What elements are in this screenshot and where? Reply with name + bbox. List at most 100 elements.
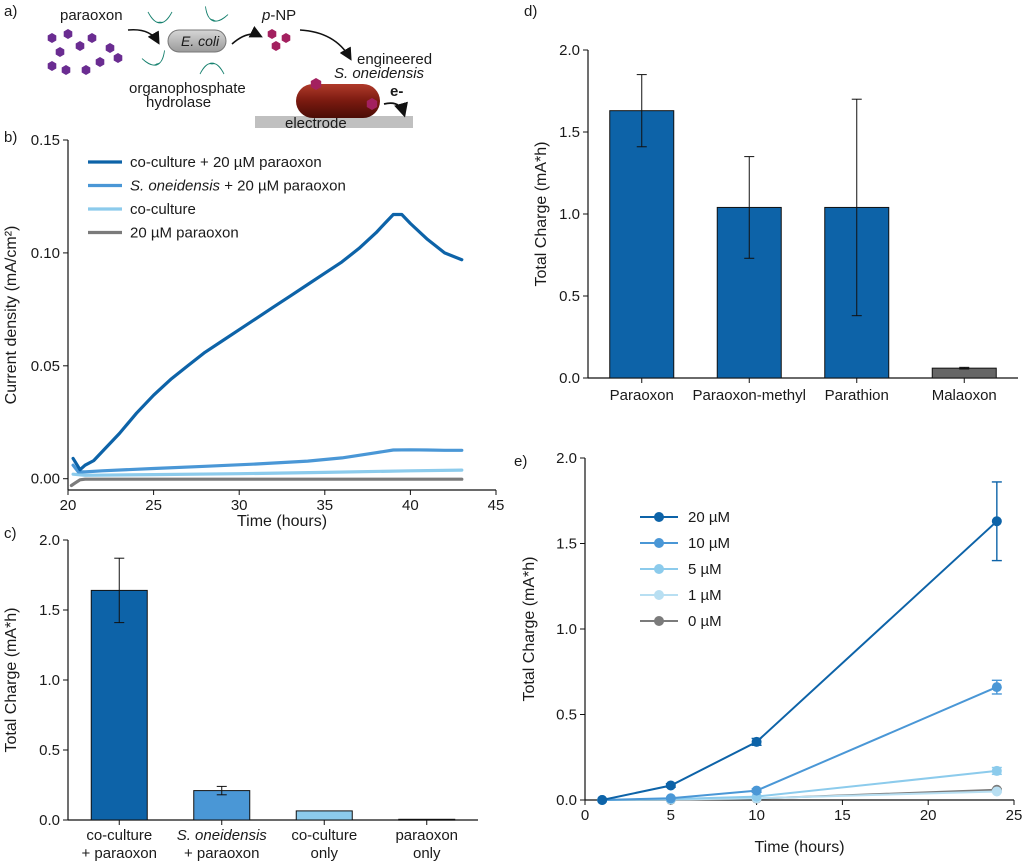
x-tick-label: 25: [145, 497, 162, 514]
chart-total-charge-concentrations: 0.0 0.5 1.0 1.5 2.0 0 5 10 15 20 25 Time (hours) Tot…: [521, 450, 1022, 856]
y-tick-label: 1.0: [559, 206, 580, 223]
arrow-paraoxon-to-ecoli: [127, 28, 160, 45]
category-label-line2: only: [413, 845, 441, 862]
paraoxon-molecule: [47, 61, 57, 71]
category-label-line2: + paraoxon: [184, 845, 259, 862]
y-tick-label: 0.0: [39, 812, 60, 829]
engineered-label: engineered: [357, 51, 432, 68]
paraoxon-molecule: [105, 43, 115, 53]
y-tick-label: 1.0: [556, 621, 577, 638]
category-label-line1: S. oneidensis: [177, 827, 268, 844]
category-label-line2: + paraoxon: [82, 845, 157, 862]
category-label-line1: co-culture: [86, 827, 152, 844]
paraoxon-molecule: [63, 29, 73, 39]
chart-total-charge-conditions: 0.0 0.5 1.0 1.5 2.0 Total Charge (mA*h) co-cul…: [3, 532, 478, 862]
x-tick-label: 20: [920, 807, 937, 824]
data-point: [665, 780, 676, 791]
category-label: Paraoxon: [610, 387, 674, 404]
schematic-panel-a: paraoxon E. coli organophosphate hydrola…: [47, 6, 432, 132]
chart-b-series: [69, 212, 464, 488]
oph-label-line2: hydrolase: [146, 94, 211, 111]
legend-label: 20 µM: [688, 509, 730, 526]
x-tick-label: 35: [316, 497, 333, 514]
y-tick-label: 1.5: [39, 602, 60, 619]
hydrolase-shape: [147, 11, 173, 24]
paraoxon-label: paraoxon: [60, 7, 123, 24]
hydrolase-enzyme: [141, 50, 165, 66]
electrode-label: electrode: [285, 115, 347, 132]
legend-label: co-culture: [130, 201, 196, 218]
y-axis-title: Total Charge (mA*h): [3, 608, 20, 753]
hydrolase-shape: [141, 50, 165, 66]
y-tick-label: 1.0: [39, 672, 60, 689]
legend-swatch-marker: [654, 564, 664, 574]
series-line: [71, 212, 464, 472]
data-point: [991, 516, 1002, 527]
paraoxon-molecule: [95, 57, 105, 67]
bar: [90, 589, 148, 821]
hydrolase-shape: [199, 62, 225, 75]
y-tick-label: 0.00: [31, 471, 60, 488]
paraoxon-molecule: [75, 41, 85, 51]
x-tick-label: 40: [402, 497, 419, 514]
x-tick-label: 0: [581, 807, 589, 824]
series-line: [602, 686, 998, 801]
panel-c-label: c): [4, 525, 17, 542]
y-axis-title: Total Charge (mA*h): [533, 142, 550, 287]
legend-swatch-marker: [654, 616, 664, 626]
pnp-molecule: [271, 41, 281, 51]
data-point: [597, 795, 608, 805]
paraoxon-molecule: [61, 65, 71, 75]
legend-label: 20 µM paraoxon: [130, 225, 239, 242]
y-tick-label: 2.0: [559, 42, 580, 59]
ecoli-label: E. coli: [181, 33, 220, 49]
legend-label: 1 µM: [688, 587, 722, 604]
hydrolase-enzyme: [205, 6, 229, 22]
y-tick-label: 0.15: [31, 132, 60, 149]
data-point: [751, 785, 762, 796]
bar: [609, 110, 675, 379]
pnp-bound-molecule: [310, 78, 322, 90]
x-tick-label: 30: [231, 497, 248, 514]
ecoli-cell: [167, 29, 227, 53]
pnp-label: p-NP: [261, 7, 296, 24]
soneidensis-label: S. oneidensis: [334, 65, 425, 82]
legend-swatch-marker: [654, 538, 664, 548]
chart-total-charge-compounds: 0.0 0.5 1.0 1.5 2.0 Total Charge (mA*h) Paraox…: [533, 42, 1018, 404]
y-tick-label: 0.0: [559, 370, 580, 387]
data-point: [751, 736, 762, 747]
series-line: [71, 448, 464, 474]
x-axis-title: Time (hours): [237, 513, 327, 530]
series-line: [601, 520, 998, 801]
series-line: [602, 769, 997, 801]
panel-e-label: e): [514, 453, 527, 470]
paraoxon-molecule: [47, 33, 57, 43]
chart-b-axes: 0.00 0.05 0.10 0.15 20 25 30 35 40 45 Time (hours)…: [3, 132, 504, 530]
x-tick-label: 20: [60, 497, 77, 514]
chart-current-density: 0.00 0.05 0.10 0.15 20 25 30 35 40 45 Time (hours)…: [3, 132, 504, 530]
pnp-bound-molecules: [310, 78, 378, 110]
paraoxon-molecule: [81, 65, 91, 75]
bar: [398, 818, 456, 821]
y-tick-label: 0.5: [556, 707, 577, 724]
hydrolase-enzyme: [147, 11, 173, 24]
series-line: [71, 468, 464, 477]
category-label-text: co-culture: [86, 827, 152, 844]
hydrolase-shape: [205, 6, 229, 22]
category-label-text: co-culture: [291, 827, 357, 844]
electron-label: e-: [390, 83, 403, 100]
y-axis-title: Current density (mA/cm²): [3, 226, 20, 405]
legend-label-text: 20 µM paraoxon: [130, 225, 239, 242]
x-tick-label: 25: [1006, 807, 1023, 824]
pnp-molecule: [281, 33, 291, 43]
category-label-italic: S. oneidensis: [177, 827, 268, 844]
category-label-line2: only: [310, 845, 338, 862]
soneidensis-cell: [296, 84, 380, 118]
legend-label: 0 µM: [688, 613, 722, 630]
y-tick-label: 1.5: [559, 124, 580, 141]
hydrolase-enzyme: [199, 62, 225, 75]
legend-label-italic: S. oneidensis: [130, 178, 221, 195]
y-tick-label: 2.0: [556, 450, 577, 467]
data-point: [991, 682, 1002, 693]
